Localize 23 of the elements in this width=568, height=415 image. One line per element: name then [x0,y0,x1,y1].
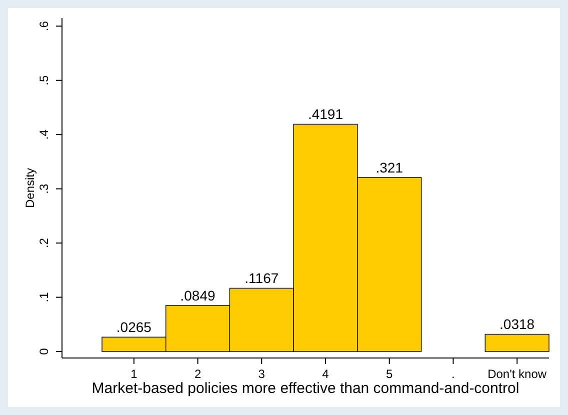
data-label: .0265 [116,319,152,336]
y-tick-label: .1 [37,292,51,302]
data-label: .321 [376,159,404,176]
x-tick-label: Don't know [488,366,547,381]
data-label: .0318 [500,316,535,332]
y-axis-title: Density [23,168,37,208]
y-tick-label: .5 [37,75,51,86]
y-tick-label: .6 [37,20,51,32]
x-tick-label: 2 [194,366,202,381]
bar [484,334,550,352]
x-tick-label: 3 [258,366,266,381]
data-label: .1167 [244,270,279,286]
x-tick-label: 4 [322,366,330,381]
x-tick-label: 1 [130,366,138,381]
x-tick-label: . [452,366,455,381]
y-tick-label: .2 [37,238,51,248]
y-tick-label: .3 [37,183,51,194]
x-tick-label: 5 [386,366,394,381]
y-tick-label: .4 [37,129,51,140]
data-label: .4191 [308,106,344,122]
data-label: .0849 [180,287,216,304]
x-axis-title: Market-based policies more effective than command-and-control [92,380,520,397]
y-tick-label: 0 [37,348,51,355]
